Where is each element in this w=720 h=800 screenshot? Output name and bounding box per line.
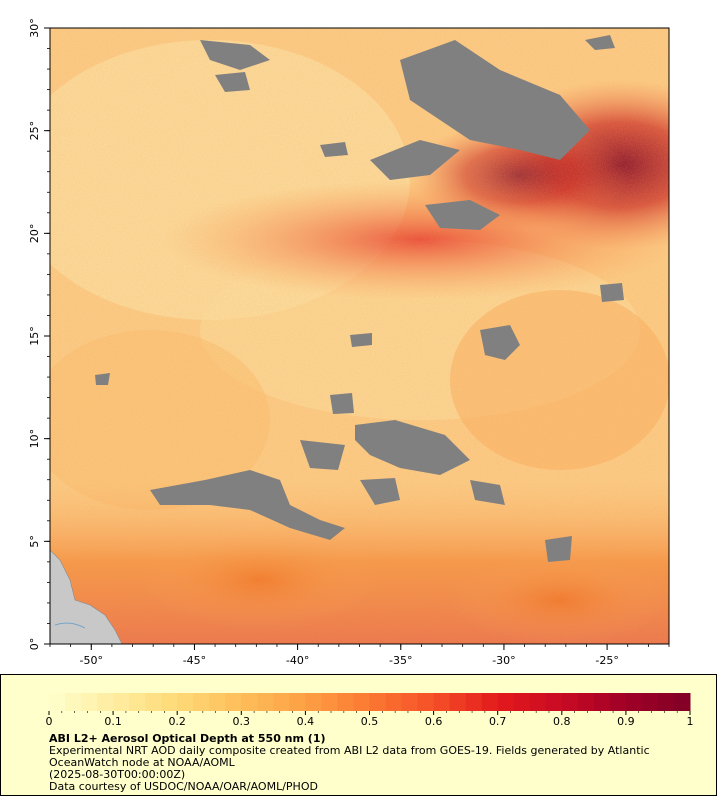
colorbar-tick-label: 0.4 [297,715,315,728]
latitude-axis: 30° 25° 20° 15° 10° 5° 0° [28,18,50,650]
colorbar-cell [209,693,226,711]
lon-tick-label: -45° [183,654,206,667]
colorbar-cell [577,693,595,711]
colorbar-cell [241,693,258,711]
aod-map: 30° 25° 20° 15° 10° 5° 0° -50° -45° -40° -35° -30°… [28,18,670,667]
land-south-america [50,549,123,644]
colorbar-tick-label: 0.3 [233,715,251,728]
colorbar-cell [417,693,435,711]
colorbar-cell [353,693,370,711]
colorbar-tick-label: 0.8 [553,715,571,728]
colorbar-cells [49,693,691,711]
map-area: 30° 25° 20° 15° 10° 5° 0° -50° -45° -40° -35° -30°… [28,18,670,667]
colorbar-cell [369,693,387,711]
colorbar-cell [113,693,130,711]
colorbar-tick-label: 0.7 [489,715,507,728]
lat-tick-label: 0° [28,638,41,651]
no-data-regions [95,35,624,562]
colorbar-cell [337,693,354,711]
colorbar-cell [193,693,210,711]
colorbar-cell [129,693,146,711]
colorbar-cell [49,693,66,711]
colorbar-cell [257,693,274,711]
colorbar-cell [273,693,290,711]
colorbar-cell [593,693,611,711]
colorbar-ticks: 0 0.1 0.2 0.3 0.4 0.5 0.6 0.7 0.8 0.9 1 [46,711,694,728]
colorbar-cell [81,693,98,711]
colorbar-cell [161,693,178,711]
colorbar-cell [481,693,499,711]
legend-credit: Data courtesy of USDOC/NOAA/OAR/AOML/PHO… [49,780,318,793]
colorbar-cell [225,693,242,711]
colorbar-tick-label: 0 [46,715,53,728]
colorbar-cell [673,693,691,711]
lat-tick-label: 10° [28,429,41,449]
lat-tick-label: 15° [28,326,41,346]
colorbar-cell [625,693,643,711]
colorbar-tick-label: 0.5 [361,715,379,728]
longitude-axis: -50° -45° -40° -35° -30° -25° [49,644,670,667]
legend-description: Experimental NRT AOD daily composite cre… [49,744,650,769]
colorbar-tick-label: 0.9 [617,715,635,728]
colorbar-cell [177,693,194,711]
colorbar-cell [305,693,322,711]
lat-tick-label: 20° [28,224,41,244]
lon-tick-label: -25° [595,654,618,667]
legend-timestamp: (2025-08-30T00:00:00Z) [49,768,186,781]
colorbar-cell [465,693,483,711]
lon-tick-label: -40° [286,654,309,667]
aod-field [50,28,669,644]
lat-tick-label: 25° [28,121,41,141]
colorbar-cell [321,693,338,711]
legend-title: ABI L2+ Aerosol Optical Depth at 550 nm … [49,732,326,745]
colorbar-cell [97,693,114,711]
colorbar-cell [289,693,306,711]
colorbar-cell [401,693,419,711]
colorbar-cell [529,693,547,711]
colorbar-cell [449,693,467,711]
colorbar-tick-label: 0.1 [104,715,122,728]
lon-tick-label: -50° [80,654,103,667]
lat-tick-label: 30° [28,18,41,38]
colorbar-tick-label: 0.2 [168,715,186,728]
colorbar-tick-label: 0.6 [425,715,443,728]
lat-tick-label: 5° [28,535,41,548]
colorbar-cell [65,693,82,711]
colorbar-cell [385,693,403,711]
colorbar-cell [145,693,162,711]
aod-colorbar: 0 0.1 0.2 0.3 0.4 0.5 0.6 0.7 0.8 0.9 1 [46,693,694,728]
legend-caption: ABI L2+ Aerosol Optical Depth at 550 nm … [49,733,709,793]
colorbar-tick-label: 1 [687,715,694,728]
colorbar-cell [609,693,627,711]
colorbar-cell [641,693,659,711]
colorbar-cell [433,693,451,711]
colorbar-cell [545,693,563,711]
lon-tick-label: -30° [492,654,515,667]
legend-panel: 0 0.1 0.2 0.3 0.4 0.5 0.6 0.7 0.8 0.9 1 ABI L2+ Ae… [0,674,717,796]
lon-tick-label: -35° [389,654,412,667]
colorbar-cell [657,693,675,711]
colorbar-cell [497,693,515,711]
colorbar-cell [513,693,531,711]
colorbar-cell [561,693,579,711]
